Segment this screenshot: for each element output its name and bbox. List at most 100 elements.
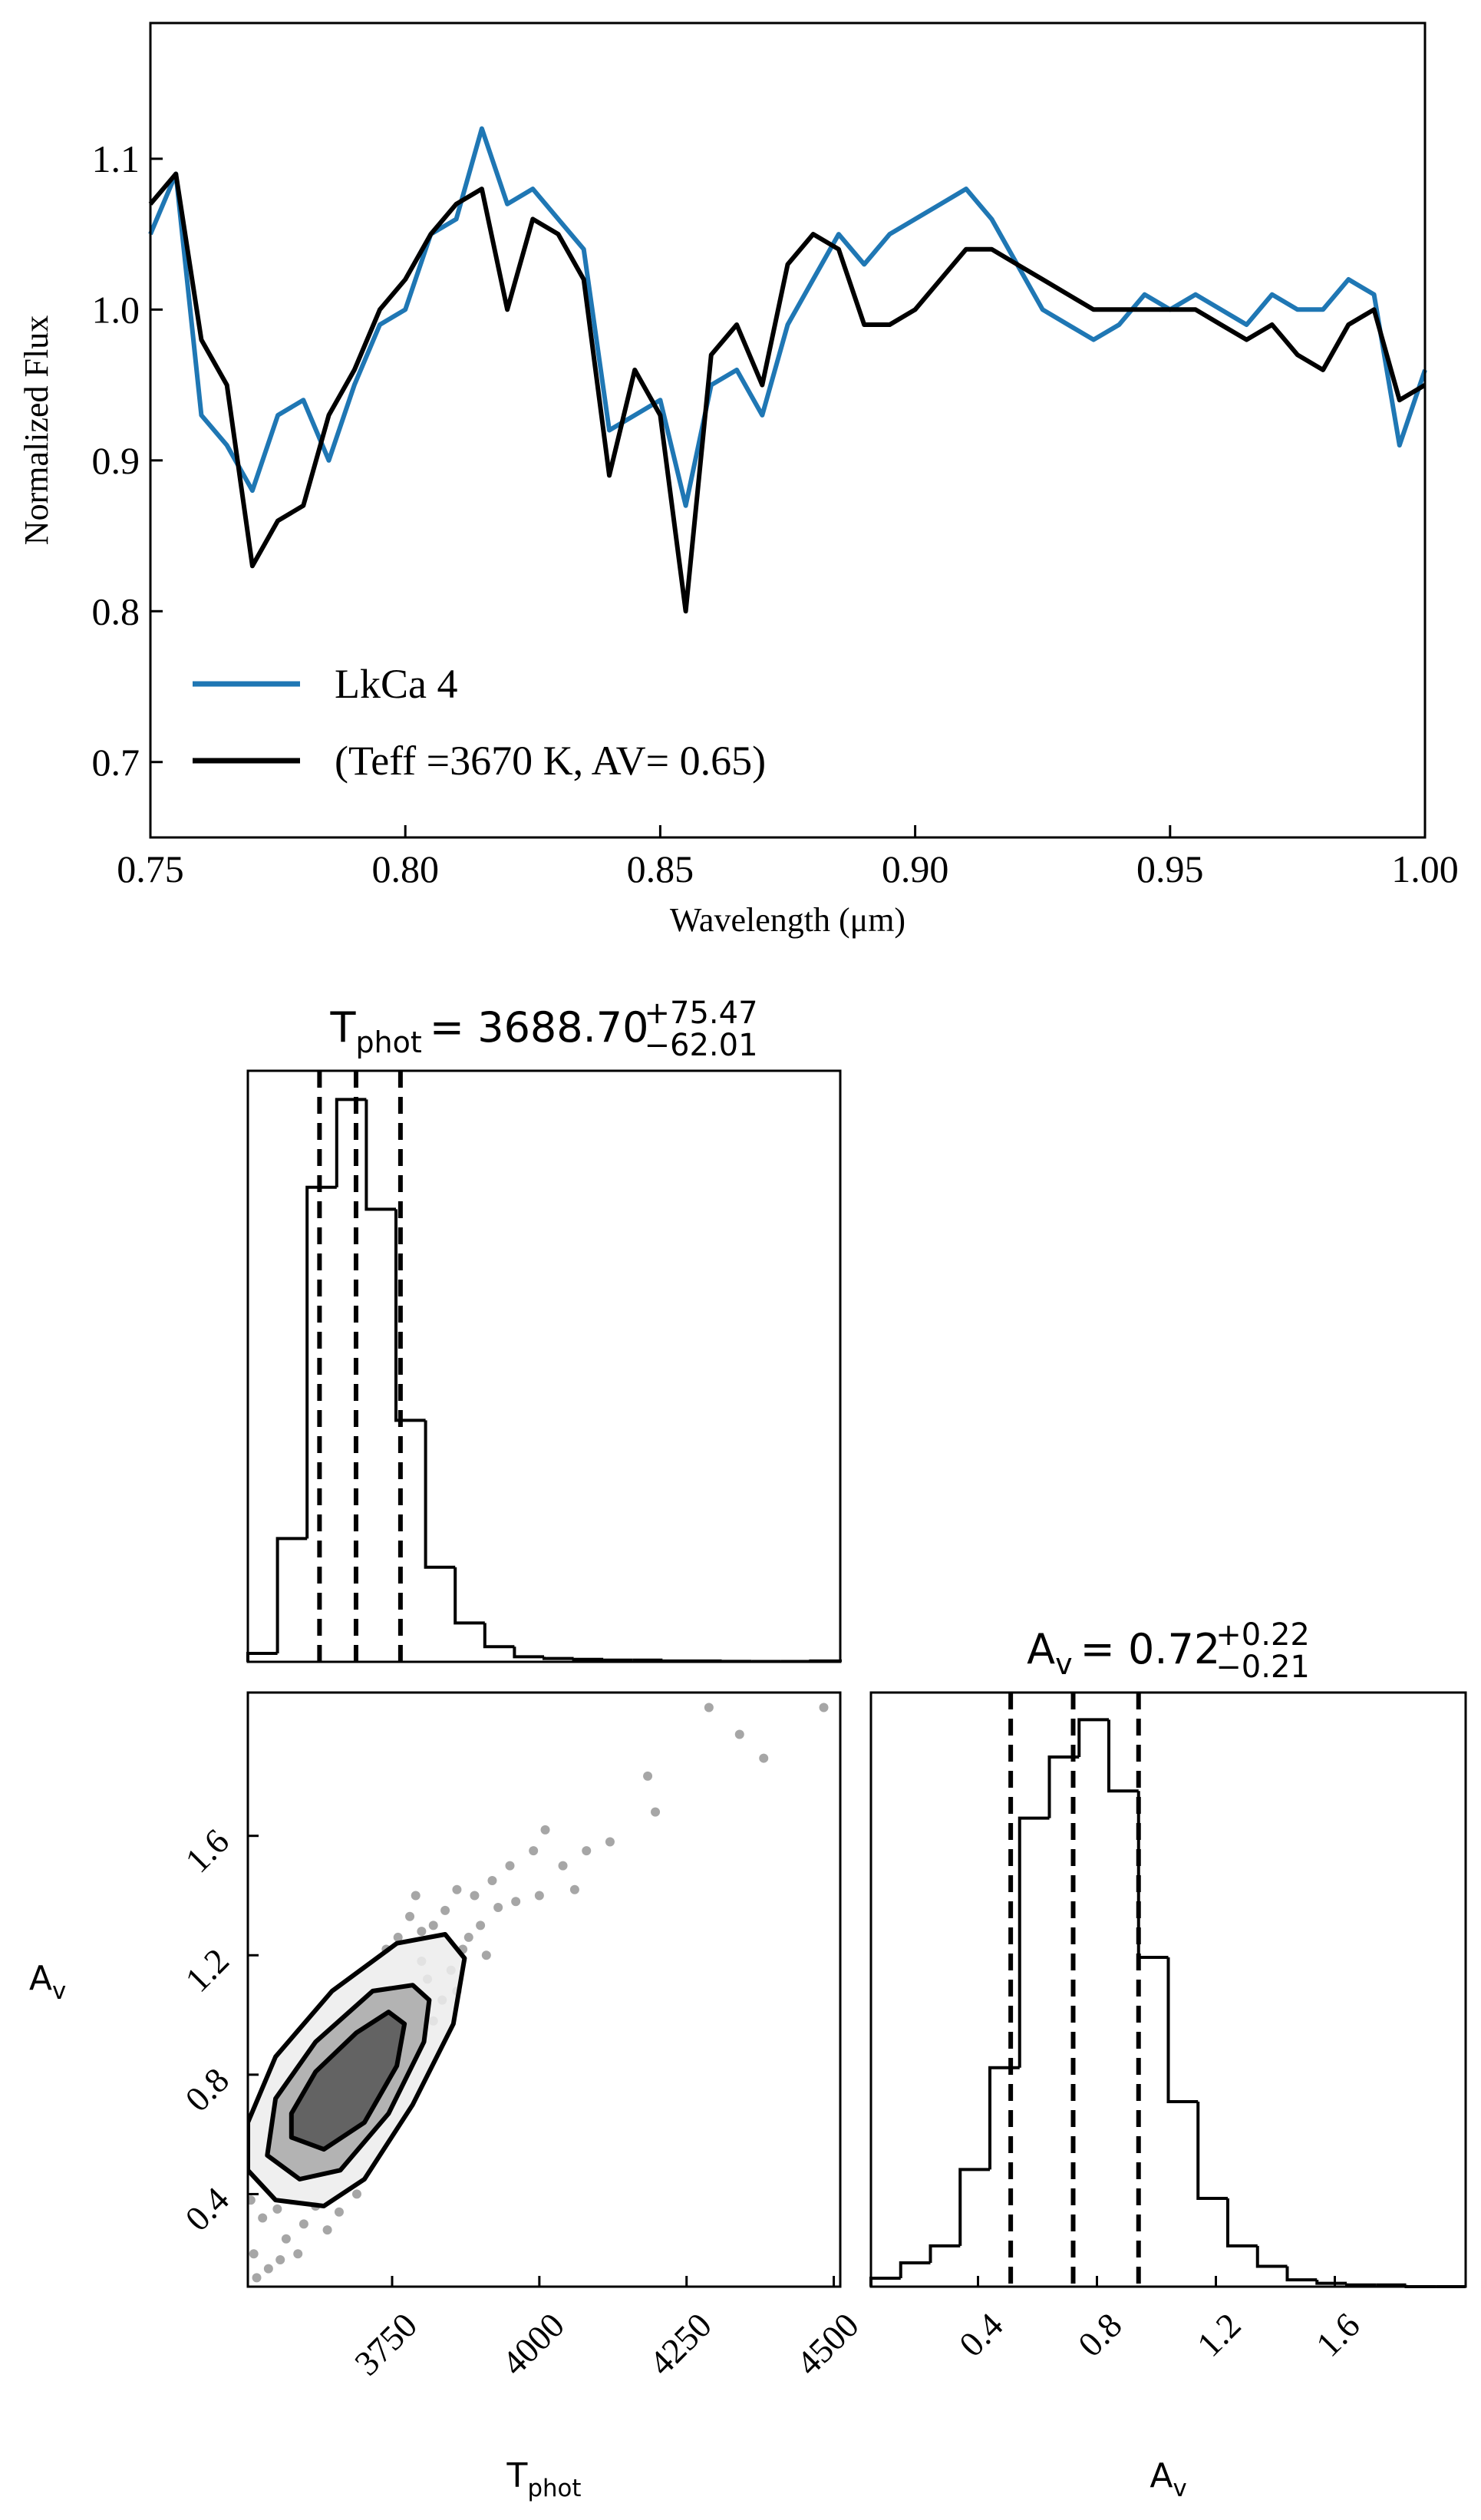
plot-frame (246, 1069, 842, 1663)
hist-bin (1107, 1719, 1139, 1793)
title-err-plus: +75.47 (645, 996, 758, 1031)
hist-title: Av = 0.72 (1027, 1625, 1220, 1681)
sample-point (505, 1861, 515, 1871)
x-tick-label: 0.80 (371, 847, 439, 890)
hist-bin (1018, 1816, 1050, 2068)
hist-bin (543, 1656, 574, 1660)
x-tick-label: 1.00 (1391, 847, 1459, 890)
sample-point (493, 1903, 503, 1913)
x-tick-label: 1.6 (1308, 2305, 1367, 2364)
spectrum-line (148, 126, 1427, 508)
sample-point (605, 1837, 615, 1847)
sample-point (263, 2264, 273, 2274)
axis-label: Tphot (506, 2456, 582, 2502)
hist-bin (1226, 2198, 1258, 2248)
hist-bin (1345, 2283, 1377, 2287)
sample-point (322, 2225, 332, 2235)
x-tick-label: 0.4 (952, 2305, 1011, 2364)
x-tick-label: 1.2 (1189, 2305, 1248, 2364)
sample-point (252, 2273, 262, 2283)
sample-point (569, 1884, 579, 1894)
sample-point (734, 1729, 744, 1739)
hist-bin (958, 2168, 990, 2246)
x-tick-label: 0.75 (117, 847, 184, 890)
legend-label: LkCa 4 (335, 661, 457, 707)
hist-bin (1315, 2280, 1347, 2285)
plot-frame (149, 21, 1427, 839)
y-tick-label: 1.6 (177, 1821, 236, 1881)
title-err-plus: +0.22 (1215, 1617, 1310, 1653)
hist-bin (513, 1646, 544, 1659)
y-tick-label: 0.9 (92, 439, 140, 482)
sample-point (248, 2195, 256, 2205)
axis-label-main: A (29, 1959, 52, 1998)
sample-point (334, 2207, 344, 2217)
sample-point (704, 1703, 714, 1712)
sample-point (582, 1846, 592, 1856)
hist-bin (305, 1185, 337, 1539)
sample-point (759, 1753, 769, 1763)
axis-label: Av (29, 1959, 66, 2005)
sample-point (405, 1911, 415, 1921)
hist-bin (572, 1657, 604, 1661)
hist-bin (335, 1098, 367, 1187)
y-tick-label: 1.0 (92, 288, 140, 331)
sample-point (481, 1950, 491, 1960)
y-tick-label: 0.4 (177, 2179, 236, 2238)
sample-point (440, 1905, 450, 1915)
x-tick-label: 0.8 (1070, 2305, 1130, 2364)
hist-bin (1047, 1755, 1080, 1818)
sample-point (487, 1876, 497, 1886)
y-tick-label: 0.7 (92, 741, 140, 784)
hist-bin (454, 1567, 485, 1625)
hist-bin (869, 2276, 901, 2287)
sample-point (534, 1891, 544, 1901)
contour (289, 2010, 407, 2152)
sample-point (299, 2219, 308, 2229)
sample-point (411, 1891, 421, 1901)
y-tick-label: 1.1 (92, 137, 140, 180)
legend-label: (Teff =3670 K, AV= 0.65) (335, 738, 766, 784)
hist-bin (246, 1652, 278, 1662)
y-tick-label: 1.2 (177, 1940, 236, 2000)
hist-bin (1255, 2245, 1288, 2268)
title-value: = 0.72 (1080, 1625, 1221, 1673)
title-sub: v (1055, 1647, 1073, 1681)
sample-point (249, 2249, 259, 2259)
sample-point (272, 2204, 282, 2214)
hist-bin (1136, 1791, 1169, 1959)
x-tick-label: 0.90 (882, 847, 949, 890)
sample-point (463, 1932, 473, 1942)
sample-point (293, 2249, 303, 2259)
y-tick-label: 0.8 (177, 2060, 236, 2119)
hist-bin (1285, 2266, 1318, 2282)
sample-point (393, 1932, 403, 1942)
x-tick-label: 4250 (642, 2305, 719, 2383)
plot-frame (869, 1691, 1467, 2288)
hist-bin (899, 2261, 931, 2278)
title-sub: phot (355, 1026, 421, 1059)
sample-point (452, 1884, 462, 1894)
plot-area (248, 1703, 829, 2283)
sample-point (476, 1921, 486, 1930)
sample-point (819, 1703, 829, 1712)
hist-bin (1196, 2101, 1228, 2201)
axis-label-sub: v (1173, 2475, 1186, 2502)
hist-bin (1077, 1718, 1109, 1758)
hist-bin (275, 1537, 308, 1653)
x-axis-label: Wavelength (μm) (670, 901, 905, 939)
sample-point (428, 1921, 438, 1930)
title-err-minus: −62.01 (645, 1028, 758, 1063)
axis-label-sub: phot (527, 2475, 581, 2502)
x-tick-label: 0.95 (1136, 847, 1204, 890)
x-tick-label: 4000 (494, 2305, 572, 2383)
axis-label-sub: v (52, 1977, 66, 2005)
hist-bin (988, 2066, 1020, 2170)
hist-title: Tphot = 3688.70 (329, 1003, 648, 1059)
y-axis-label: Normalized Flux (18, 315, 55, 545)
title-err-minus: −0.21 (1215, 1650, 1310, 1685)
plot-frame (246, 1691, 842, 2288)
title-value: = 3688.70 (430, 1003, 649, 1052)
hist-bin (483, 1623, 515, 1649)
